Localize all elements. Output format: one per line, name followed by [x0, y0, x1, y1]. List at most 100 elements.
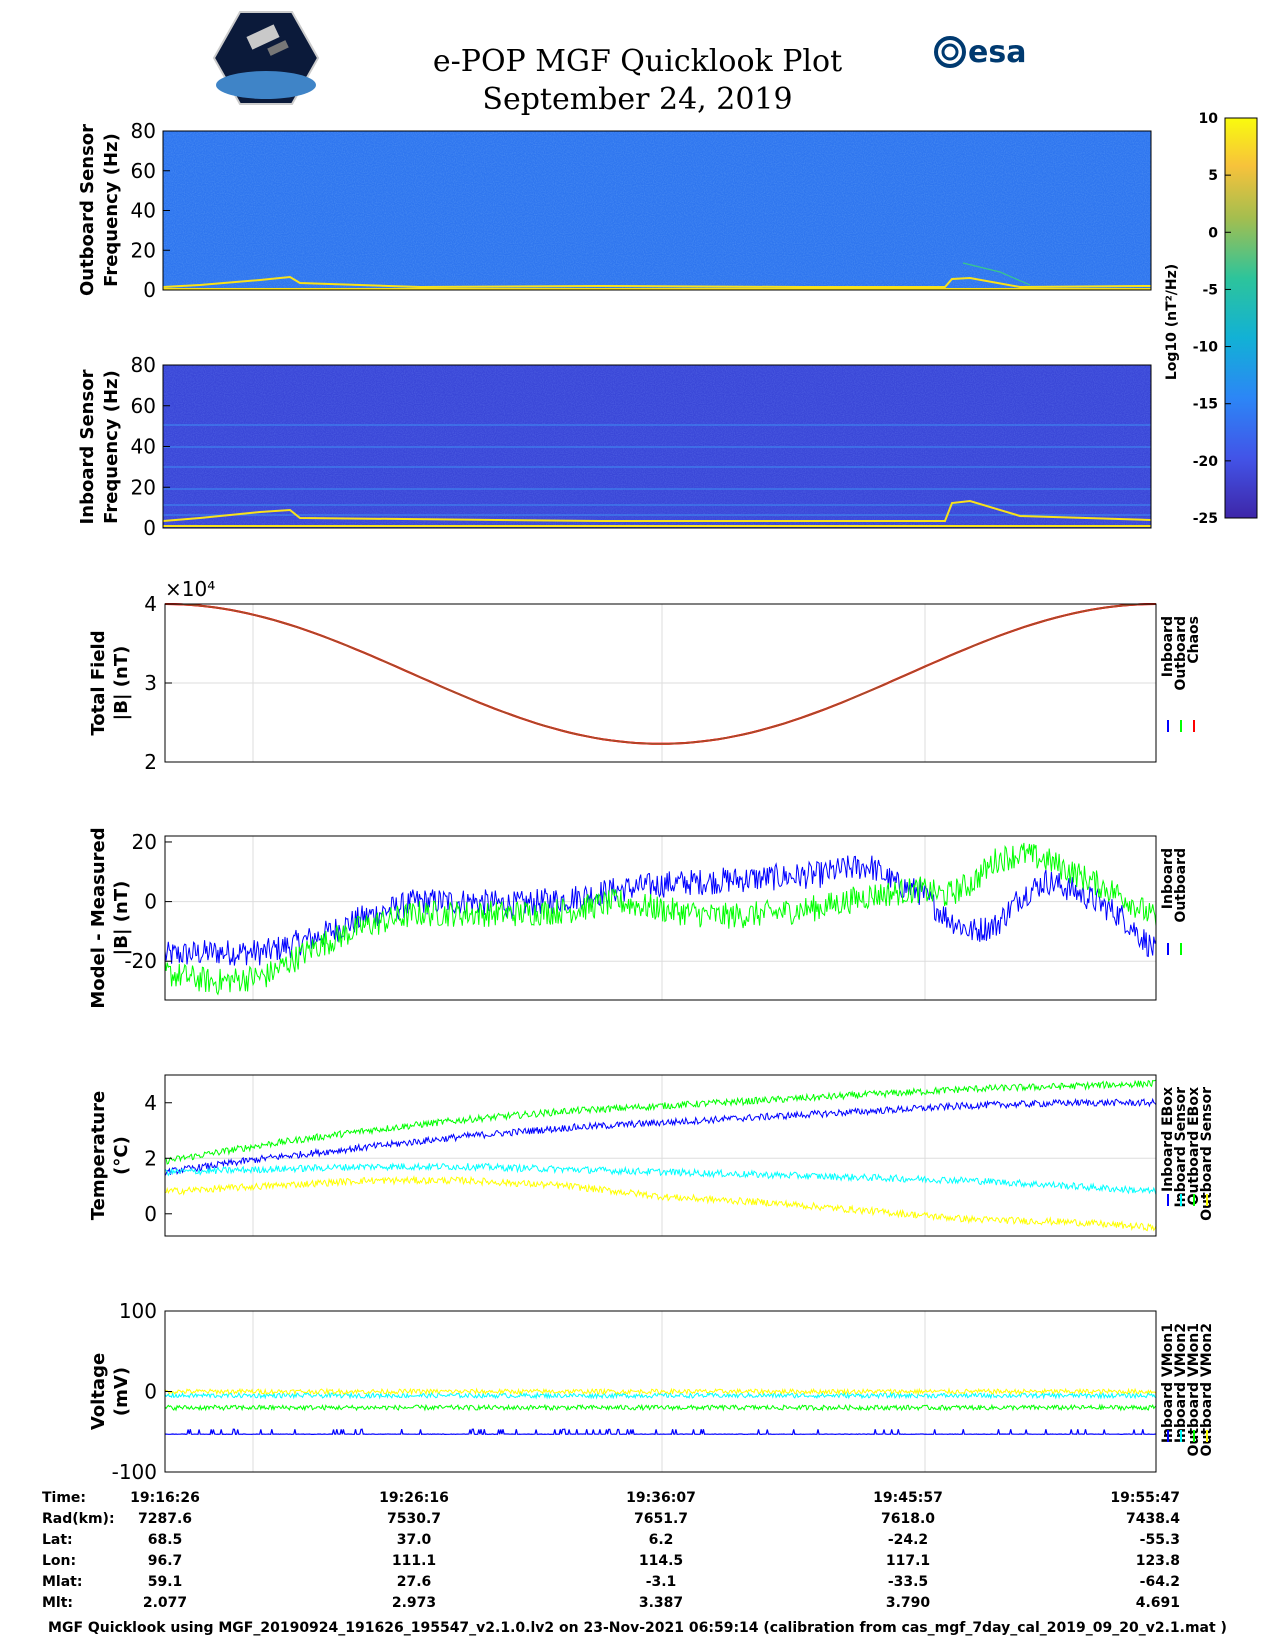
series-line-inboard: [164, 855, 1157, 966]
ephemeris-value: -55.3: [1140, 1532, 1180, 1548]
legend-label: Inboard Sensor: [1173, 1087, 1189, 1208]
cassiope-logo: [212, 11, 320, 105]
ephemeris-value: -33.5: [888, 1574, 928, 1590]
y-tick-label: 100: [119, 1299, 157, 1323]
outboard-ylabel-1: Outboard Sensor: [77, 124, 98, 296]
legend-label: Outboard VMon2: [1199, 1323, 1215, 1457]
legend-label: Inboard EBox: [1160, 1087, 1176, 1192]
panel-total: 4 3 2 ×10⁴ Total Field |B| (nT) InboardOutboar…: [88, 577, 1202, 774]
outboard-y-ticks: 80 60 40 20 0: [131, 119, 170, 302]
inboard-spectrogram: [162, 364, 1152, 529]
ephemeris-value: 96.7: [148, 1553, 183, 1569]
ephemeris-row-label: Lon:: [42, 1553, 76, 1569]
series-line-outboard: [164, 603, 1157, 745]
esa-logo: esa: [934, 35, 1026, 70]
legend-label: Inboard: [1160, 848, 1176, 909]
y-tick-label: 2: [144, 1146, 157, 1170]
series-line-inboard-vmon1: [164, 1428, 1157, 1436]
series-line-outboard-vmon2: [164, 1387, 1157, 1396]
ephemeris-value: 4.691: [1136, 1595, 1180, 1611]
ephemeris-value: 6.2: [649, 1532, 674, 1548]
y-tick-label: 0: [144, 1202, 157, 1226]
y-tick-label: 40: [131, 435, 156, 459]
colorbar-label: Log10 (nT²/Hz): [1164, 264, 1180, 380]
inboard-y-ticks: 80 60 40 20 0: [131, 353, 170, 540]
ephemeris-value: 59.1: [148, 1574, 183, 1590]
ephemeris-value: 117.1: [886, 1553, 930, 1569]
plot-title: e-POP MGF Quicklook Plot: [432, 44, 843, 79]
axis-exponent: ×10⁴: [165, 577, 215, 601]
legend-label: Inboard: [1160, 616, 1176, 677]
outboard-ylabel-2: Frequency (Hz): [101, 133, 122, 287]
y-tick-label: 0: [144, 890, 157, 914]
colorbar-ticks: 10 5 0 -5 -10 -15 -20 -25: [1193, 111, 1231, 527]
ephemeris-value: 19:16:26: [130, 1490, 200, 1506]
y-tick-label: 20: [132, 830, 157, 854]
colorbar-tick-label: -20: [1193, 454, 1219, 470]
y-tick-label: 80: [131, 119, 156, 143]
y-tick-label: 20: [131, 238, 156, 262]
plot-subtitle: September 24, 2019: [482, 82, 793, 117]
ephemeris-value: 3.387: [639, 1595, 683, 1611]
inboard-ylabel-1: Inboard Sensor: [77, 369, 98, 524]
colorbar-tick-label: 10: [1199, 111, 1219, 127]
series-line-chaos: [164, 603, 1157, 745]
panel-ylabel-2: (mV): [111, 1367, 132, 1416]
y-tick-label: 20: [131, 475, 156, 499]
y-tick-label: 3: [144, 671, 157, 695]
ephemeris-row-label: Mlat:: [42, 1574, 82, 1590]
ephemeris-value: 19:36:07: [626, 1490, 696, 1506]
panel-frame: [164, 835, 1157, 1001]
panel-ylabel-2: |B| (nT): [111, 646, 132, 721]
panel-ylabel-1: Model - Measured: [88, 827, 109, 1008]
ephemeris-value: 2.077: [143, 1595, 187, 1611]
ephemeris-value: 19:26:16: [379, 1490, 449, 1506]
series-line-outboard-sensor: [164, 1175, 1157, 1232]
ephemeris-table: Time: Rad(km): Lat: Lon: Mlat: Mlt: 19:16:26 72…: [42, 1490, 1180, 1611]
panel-ylabel-1: Total Field: [88, 630, 109, 735]
ephemeris-value: 7618.0: [881, 1511, 935, 1527]
outboard-spectrogram: [162, 130, 1152, 291]
colorbar-tick-label: -25: [1193, 511, 1218, 527]
legend-label: Chaos: [1186, 616, 1202, 664]
inboard-ylabel-2: Frequency (Hz): [101, 370, 122, 524]
y-tick-label: 4: [144, 592, 157, 616]
ephemeris-value: 19:55:47: [1110, 1490, 1180, 1506]
y-tick-label: 60: [131, 159, 156, 183]
ephemeris-value: 27.6: [397, 1574, 432, 1590]
ephemeris-value: -3.1: [646, 1574, 677, 1590]
series-line-inboard-ebox: [164, 1079, 1157, 1165]
y-tick-label: -20: [124, 949, 157, 973]
y-tick-label: 0: [144, 1380, 157, 1404]
legend-label: Outboard VMon1: [1186, 1323, 1202, 1457]
footer-note: MGF Quicklook using MGF_20190924_191626_…: [48, 1620, 1227, 1636]
ephemeris-value: 3.790: [886, 1595, 931, 1611]
legend-label: Inboard VMon1: [1160, 1323, 1176, 1443]
ephemeris-row-label: Lat:: [42, 1532, 73, 1548]
ephemeris-value: 7651.7: [634, 1511, 688, 1527]
y-tick-label: 40: [131, 199, 156, 223]
panel-volt: 100 0 -100 Voltage (mV) Inboard VMon1Inboard …: [88, 1299, 1215, 1484]
colorbar-tick-label: -15: [1193, 397, 1218, 413]
y-tick-label: 60: [131, 394, 156, 418]
ephemeris-row-label: Mlt:: [42, 1595, 73, 1611]
panel-ylabel-2: (°C): [111, 1136, 132, 1175]
y-tick-label: 0: [143, 516, 156, 540]
ephemeris-row-label: Time:: [42, 1490, 86, 1506]
colorbar-tick-label: -5: [1202, 282, 1218, 298]
ephemeris-value: 68.5: [148, 1532, 183, 1548]
colorbar-tick-label: 5: [1208, 168, 1218, 184]
ephemeris-value: 2.973: [392, 1595, 436, 1611]
panel-ylabel-1: Temperature: [88, 1091, 109, 1220]
legend-label: Outboard: [1173, 848, 1189, 923]
legend-label: Outboard EBox: [1186, 1087, 1202, 1205]
panel-diff: 20 0 -20 Model - Measured |B| (nT) InboardOut…: [88, 827, 1189, 1008]
y-tick-label: -100: [112, 1460, 157, 1484]
series-line-inboard-vmon2: [164, 1403, 1157, 1412]
panel-frame: [164, 1074, 1157, 1237]
ephemeris-value: 114.5: [639, 1553, 683, 1569]
ephemeris-row-label: Rad(km):: [42, 1511, 115, 1527]
y-tick-label: 80: [131, 353, 156, 377]
